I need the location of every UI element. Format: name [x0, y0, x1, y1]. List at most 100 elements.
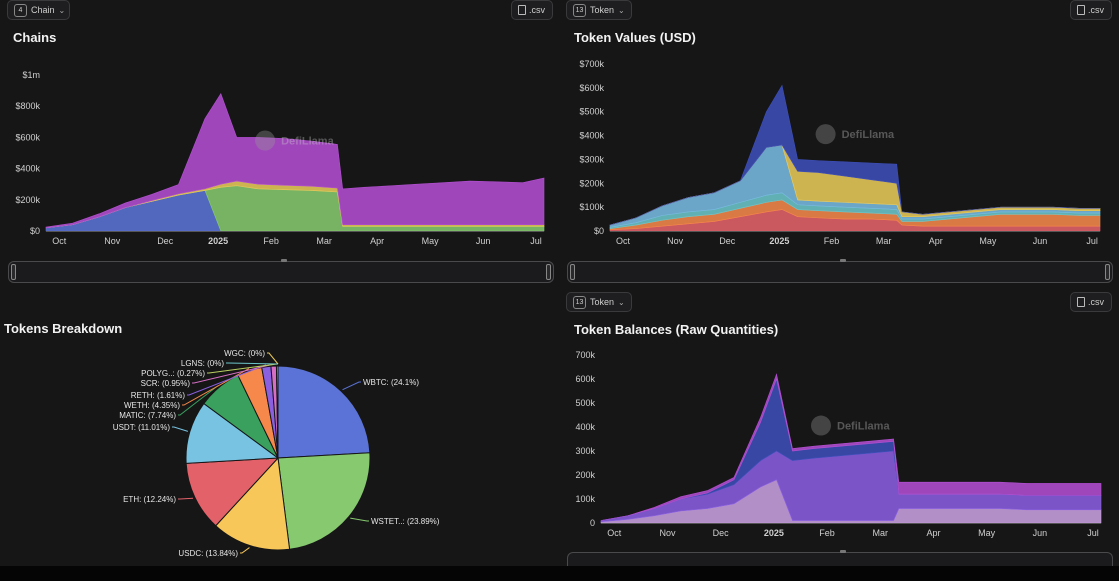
token-values-csv-button[interactable]: .csv — [1070, 0, 1112, 20]
pie-leader-line — [226, 362, 279, 365]
pie-leader-line — [172, 426, 189, 432]
chevron-down-icon: ⌄ — [618, 5, 625, 15]
defillama-watermark: DefiLlama — [815, 124, 895, 145]
x-tick-label: Mar — [873, 528, 889, 538]
file-icon — [518, 5, 526, 15]
x-tick-label: May — [978, 528, 996, 538]
y-tick-label: $800k — [15, 101, 40, 111]
pie-label: WSTET..: (23.89%) — [371, 517, 440, 526]
watermark-text: DefiLlama — [837, 421, 890, 433]
slider-left-handle[interactable] — [11, 264, 16, 280]
x-tick-label: Dec — [719, 236, 736, 246]
token-values-chart: $0 $100k $200k $300k $400k $500k $600k $700k Oct… — [579, 59, 1101, 246]
chevron-down-icon: ⌄ — [58, 5, 66, 15]
area-series-5 — [609, 84, 1100, 226]
y-tick-label: $700k — [579, 59, 604, 69]
token-balances-csv-button[interactable]: .csv — [1070, 292, 1112, 312]
slider-grip[interactable] — [840, 259, 846, 262]
pie-label: ETH: (12.24%) — [123, 495, 176, 504]
x-tick-label: Nov — [659, 528, 676, 538]
file-icon — [1077, 297, 1085, 307]
slider-grip[interactable] — [281, 259, 287, 262]
x-tick-label: Jul — [1086, 236, 1098, 246]
chains-title: Chains — [13, 30, 57, 45]
token-balances-range-slider[interactable] — [567, 550, 1113, 566]
pie-slice-3 — [185, 457, 280, 527]
y-tick-label: 400k — [575, 422, 595, 432]
token-filter-label: Token — [590, 297, 615, 307]
token-filter-dropdown-bottom[interactable]: 13 Token ⌄ — [566, 292, 632, 312]
pie-slice-1 — [277, 452, 371, 550]
pie-label: POLYG..: (0.27%) — [141, 369, 205, 378]
x-tick-label: Oct — [616, 236, 631, 246]
csv-label: .csv — [529, 5, 546, 15]
chain-filter-dropdown[interactable]: 4 Chain ⌄ — [7, 0, 70, 20]
token-values-title: Token Values (USD) — [574, 30, 696, 45]
x-tick-label: 2025 — [208, 236, 228, 246]
pie-slice-2 — [215, 456, 291, 551]
y-tick-label: $600k — [15, 132, 40, 142]
slider-left-handle[interactable] — [570, 264, 575, 280]
file-icon — [1077, 5, 1085, 15]
pie-label: MATIC: (7.74%) — [119, 411, 176, 420]
x-tick-label: Feb — [824, 236, 840, 246]
token-balances-chart: 0 100k 200k 300k 400k 500k 600k 700k Oct Nov Dec 20… — [575, 350, 1102, 538]
y-tick-label: $1m — [22, 70, 40, 80]
x-tick-label: Oct — [52, 236, 67, 246]
csv-label: .csv — [1088, 5, 1105, 15]
defillama-watermark: DefiLlama — [255, 130, 335, 151]
slider-grip[interactable] — [840, 550, 846, 553]
pie-leader-line — [178, 497, 194, 500]
y-tick-label: 100k — [575, 494, 595, 504]
x-tick-label: Feb — [819, 528, 835, 538]
pie-label: WBTC: (24.1%) — [363, 378, 419, 387]
tokens-breakdown-pie: WBTC: (24.1%) WSTET..: (23.89%) USDC: (13.… — [113, 349, 440, 558]
pie-leader-line — [240, 547, 250, 554]
token-values-range-slider[interactable] — [567, 259, 1113, 283]
x-tick-label: May — [422, 236, 440, 246]
chain-count-badge: 4 — [14, 3, 27, 17]
x-tick-label: Jun — [1033, 236, 1048, 246]
x-tick-label: Mar — [876, 236, 892, 246]
pie-label: RETH: (1.61%) — [131, 391, 186, 400]
token-balances-title: Token Balances (Raw Quantities) — [574, 322, 779, 337]
pie-slice-9 — [275, 365, 279, 459]
x-tick-label: Mar — [316, 236, 332, 246]
y-tick-label: $400k — [15, 164, 40, 174]
tokens-breakdown-title: Tokens Breakdown — [4, 321, 123, 336]
x-tick-label: Apr — [926, 528, 940, 538]
y-tick-label: $200k — [579, 178, 604, 188]
watermark-text: DefiLlama — [842, 129, 895, 141]
chains-chart: $0 $200k $400k $600k $800k $1m Oct Nov Dec 2025 Fe… — [15, 70, 545, 246]
y-tick-label: $0 — [30, 226, 40, 236]
area-series-3 — [45, 93, 545, 229]
chains-range-slider[interactable] — [8, 259, 554, 283]
x-tick-label: Apr — [370, 236, 384, 246]
x-tick-label: Nov — [667, 236, 684, 246]
y-tick-label: $0 — [594, 226, 604, 236]
token-filter-dropdown-top[interactable]: 13 Token ⌄ — [566, 0, 632, 20]
x-tick-label: Oct — [607, 528, 622, 538]
x-tick-label: Jul — [1087, 528, 1099, 538]
area-series-3 — [600, 373, 1102, 521]
pie-leader-line — [350, 517, 369, 522]
x-tick-label: May — [979, 236, 997, 246]
y-tick-label: 500k — [575, 398, 595, 408]
slider-right-handle[interactable] — [546, 264, 551, 280]
chevron-down-icon: ⌄ — [618, 297, 625, 307]
x-tick-label: Jul — [530, 236, 542, 246]
y-tick-label: 300k — [575, 446, 595, 456]
x-tick-label: Jun — [476, 236, 491, 246]
x-tick-label: 2025 — [764, 528, 784, 538]
chains-csv-button[interactable]: .csv — [511, 0, 553, 20]
llama-logo-icon — [815, 124, 836, 145]
slider-right-handle[interactable] — [1105, 264, 1110, 280]
llama-logo-icon — [811, 415, 831, 436]
pie-label: WGC: (0%) — [224, 349, 265, 358]
pie-leader-line — [192, 363, 274, 384]
x-tick-label: Feb — [263, 236, 279, 246]
x-tick-label: Nov — [104, 236, 121, 246]
csv-label: .csv — [1088, 297, 1105, 307]
y-tick-label: 700k — [575, 350, 595, 360]
pie-label: SCR: (0.95%) — [141, 379, 191, 388]
